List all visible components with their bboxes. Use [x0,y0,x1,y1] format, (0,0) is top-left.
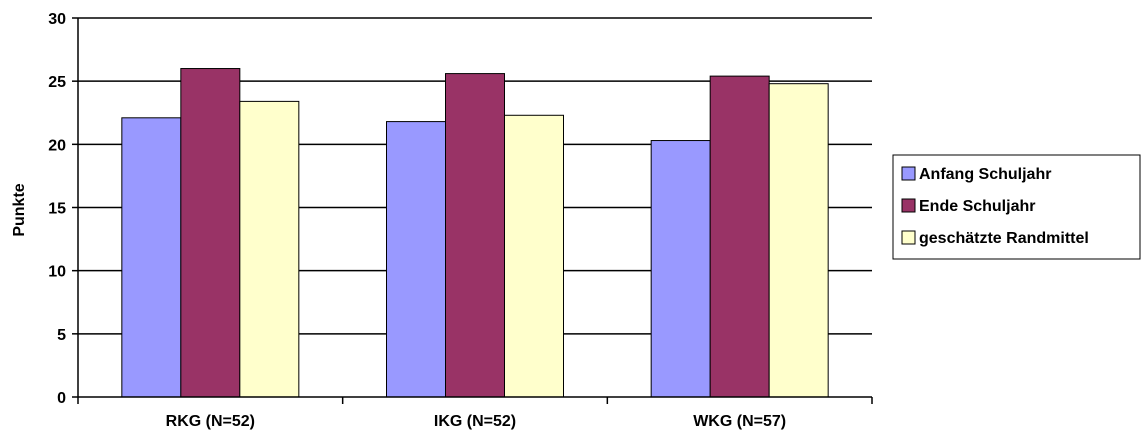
bar [709,75,770,398]
legend-label: Ende Schuljahr [919,198,1035,215]
legend-swatch [901,166,916,181]
bar [504,114,564,398]
y-tick-label: 20 [48,137,66,154]
legend-swatch [901,230,916,245]
labels: Punkte 0 5 10 15 20 25 30 RKG (N=52) IKG (N=52) W… [11,11,786,430]
y-tick-label: 0 [57,390,66,407]
bar [650,140,711,398]
legend-label: geschätzte Randmittel [919,230,1089,247]
bar [121,117,182,398]
bar [768,83,829,398]
legend-swatch [901,198,916,213]
x-category-label: IKG (N=52) [434,413,516,430]
x-category-label: WKG (N=57) [693,413,786,430]
y-tick-label: 30 [48,11,66,28]
y-axis-title: Punkte [11,183,28,236]
legend-box [892,154,1141,260]
y-tick-label: 25 [48,74,66,91]
bar [180,68,241,398]
bar [445,73,505,398]
bar [239,100,300,398]
legend: Anfang Schuljahr Ende Schuljahr geschätzte… [892,154,1141,260]
y-tick-label: 5 [57,327,66,344]
y-tick-label: 10 [48,264,66,281]
bar [386,121,446,398]
x-category-label: RKG (N=52) [166,413,255,430]
bars [121,68,829,398]
y-tick-label: 15 [48,201,66,218]
legend-label: Anfang Schuljahr [919,166,1051,183]
axes [72,17,873,404]
